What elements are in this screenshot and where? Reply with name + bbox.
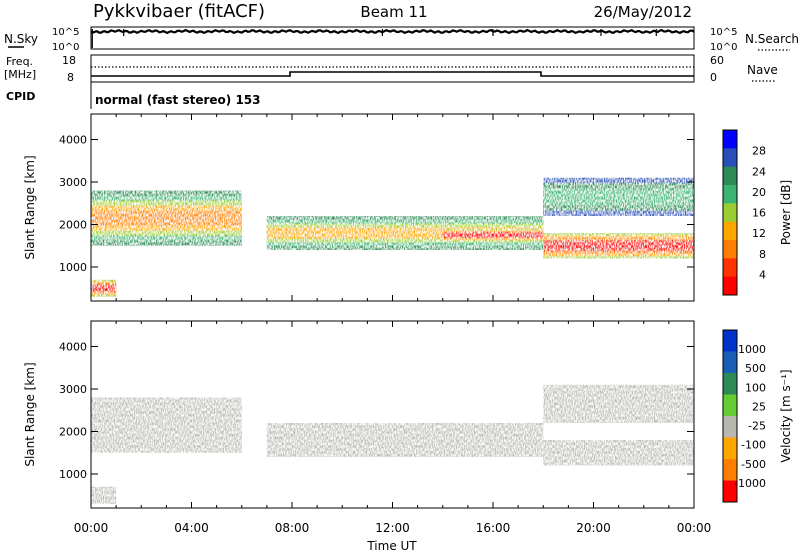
power-colorbar-tick: 4	[759, 268, 766, 281]
velocity-colorbar: 1000 500 100 25 -25 -100 -500 -1000 Velocity [m …	[722, 329, 793, 503]
velocity-colorbar-tick: -500	[741, 458, 766, 471]
power-colorbar-cell	[723, 258, 737, 278]
velocity-colorbar-cell	[723, 373, 737, 395]
beam-label: Beam 11	[360, 3, 427, 21]
power-colorbar-tick: 12	[752, 227, 766, 240]
velocity-colorbar-label: Velocity [m s⁻¹]	[779, 369, 793, 462]
noise-sky-label: N.Sky	[4, 32, 38, 46]
velocity-band	[543, 440, 694, 466]
power-band-core	[543, 242, 694, 250]
x-tick-label: 12:00	[375, 521, 410, 535]
nave-label: Nave	[747, 63, 778, 77]
velocity-ylabel: Slant Range [km]	[23, 362, 37, 466]
velocity-ytick-label: 4000	[59, 341, 87, 354]
x-tick-label: 00:00	[74, 521, 109, 535]
noise-right-tick-bottom: 10^0	[710, 42, 737, 53]
noise-right-tick-top: 10^5	[710, 27, 737, 38]
velocity-colorbar-cell	[723, 394, 737, 417]
power-band-core	[543, 188, 694, 206]
power-band-core	[91, 285, 117, 291]
velocity-colorbar-tick: 1000	[738, 343, 766, 356]
noise-search-label: N.Search	[745, 32, 799, 46]
power-colorbar: 28 24 20 16 12 8 4 Power [dB]	[722, 129, 793, 296]
freq-tick-bottom: 8	[67, 71, 74, 84]
x-tick-label: 16:00	[476, 521, 511, 535]
velocity-colorbar-tick: -1000	[734, 477, 766, 490]
cpid-label: CPID	[6, 90, 35, 103]
nave-tick-bottom: 0	[710, 71, 717, 84]
noise-left-tick-top: 10^5	[52, 27, 79, 38]
power-colorbar-tick: 28	[752, 145, 766, 158]
power-panel: 1000 2000 3000 4000 Slant Range [km]	[23, 113, 695, 302]
noise-panel: N.Sky 10^5 10^0 10^5 10^0 N.Search	[4, 26, 799, 53]
power-colorbar-tick: 20	[752, 186, 766, 199]
x-axis-label: Time UT	[366, 539, 417, 553]
velocity-panel: 1000 2000 3000 4000 Slant Range [km]	[23, 320, 695, 509]
velocity-colorbar-tick: 500	[745, 362, 766, 375]
power-colorbar-cell	[723, 240, 737, 259]
velocity-colorbar-cell	[723, 330, 737, 352]
velocity-ytick-label: 2000	[59, 426, 87, 439]
cpid-panel: CPID normal (fast stereo) 153	[6, 82, 261, 109]
power-colorbar-cell	[723, 276, 737, 296]
power-colorbar-tick: 24	[752, 165, 766, 178]
x-tick-label: 00:00	[677, 521, 712, 535]
velocity-colorbar-cell	[723, 480, 737, 503]
power-band-core	[91, 210, 242, 226]
velocity-colorbar-tick: 100	[745, 381, 766, 394]
date-label: 26/May/2012	[594, 3, 692, 21]
freq-tick-top: 18	[62, 54, 76, 67]
power-band-core	[442, 233, 544, 237]
noise-spikes	[91, 29, 657, 48]
freq-trace	[91, 71, 694, 77]
freq-label-line2: [MHz]	[4, 68, 36, 81]
power-colorbar-cell	[723, 166, 737, 186]
velocity-ytick-label: 1000	[59, 468, 87, 481]
station-title: Pykkvibaer (fitACF)	[93, 1, 265, 22]
velocity-colorbar-tick: -100	[741, 439, 766, 452]
power-colorbar-label: Power [dB]	[779, 180, 793, 245]
velocity-ytick-label: 3000	[59, 383, 87, 396]
power-colorbar-cell	[723, 148, 737, 168]
noise-left-tick-bottom: 10^0	[52, 42, 79, 53]
x-tick-label: 08:00	[275, 521, 310, 535]
velocity-band	[91, 397, 242, 453]
nave-tick-top: 60	[710, 54, 724, 67]
freq-panel: Freq. [MHz] 18 8 60 0 Nave	[4, 54, 778, 84]
power-colorbar-tick: 8	[759, 248, 766, 261]
velocity-band	[442, 435, 544, 449]
cpid-text: normal (fast stereo) 153	[95, 93, 261, 107]
power-colorbar-cell	[723, 203, 737, 223]
velocity-colorbar-cell	[723, 416, 737, 438]
x-tick-label: 20:00	[576, 521, 611, 535]
power-colorbar-cell	[723, 221, 737, 241]
power-ylabel: Slant Range [km]	[23, 155, 37, 259]
velocity-band	[543, 384, 694, 423]
velocity-band	[91, 486, 117, 504]
power-band-core	[266, 227, 544, 239]
power-colorbar-cell	[723, 130, 737, 149]
velocity-colorbar-cell	[723, 351, 737, 374]
noise-trace	[90, 28, 695, 35]
power-ytick-label: 3000	[59, 176, 87, 189]
freq-label-line1: Freq.	[6, 55, 33, 68]
x-tick-label: 04:00	[174, 521, 209, 535]
velocity-colorbar-tick: -25	[748, 420, 766, 433]
velocity-colorbar-tick: 25	[752, 400, 766, 413]
power-ytick-label: 1000	[59, 261, 87, 274]
velocity-colorbar-cell	[723, 459, 737, 481]
power-colorbar-tick: 16	[752, 207, 766, 220]
power-colorbar-cell	[723, 185, 737, 204]
power-ytick-label: 2000	[59, 219, 87, 232]
velocity-colorbar-cell	[723, 437, 737, 460]
power-ytick-label: 4000	[59, 134, 87, 147]
